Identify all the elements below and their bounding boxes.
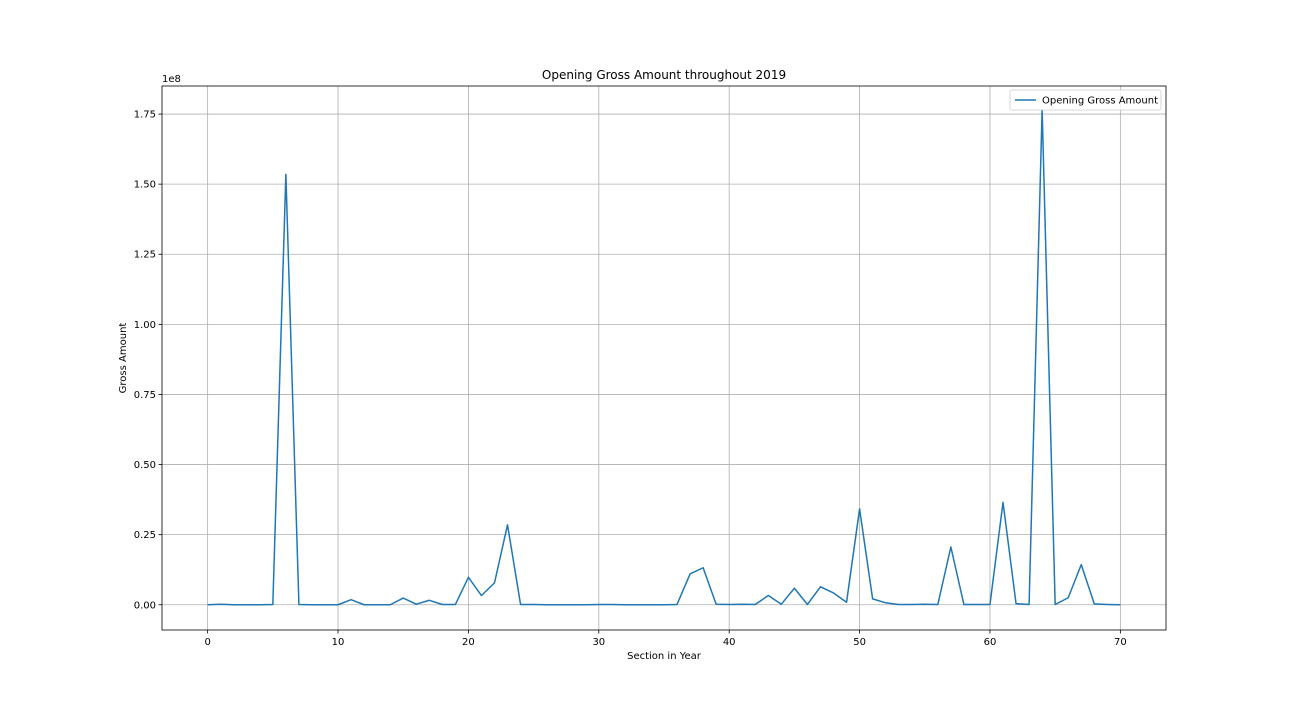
x-tick-label: 40	[723, 637, 736, 648]
y-tick-label: 0.50	[134, 460, 156, 471]
x-tick-label: 50	[853, 637, 866, 648]
plot-frame	[161, 85, 1167, 631]
x-tick-label: 0	[204, 637, 210, 648]
y-axis: 0.00 0.25 0.50 0.75 1.00 1.25 1.50 1.75	[134, 110, 162, 611]
legend-box	[1009, 89, 1162, 111]
x-tick-label: 60	[984, 637, 997, 648]
legend-label: Opening Gross Amount	[1042, 96, 1158, 107]
legend: Opening Gross Amount	[1009, 89, 1162, 111]
y-tick-label: 1.75	[134, 110, 156, 121]
y-tick-label: 1.00	[134, 320, 156, 331]
y-tick-label: 0.75	[134, 390, 156, 401]
x-axis: 0 10 20 30 40 50 60 70	[204, 630, 1127, 648]
y-tick-label: 1.50	[134, 180, 156, 191]
grid-layer	[162, 86, 1166, 630]
x-tick-label: 30	[592, 637, 605, 648]
x-tick-label: 70	[1114, 637, 1127, 648]
x-tick-label: 20	[462, 637, 475, 648]
x-tick-label: 10	[332, 637, 345, 648]
series-layer	[207, 109, 1121, 606]
chart-title: Opening Gross Amount throughout 2019	[542, 68, 786, 82]
y-axis-label: Gross Amount	[118, 323, 129, 394]
y-tick-label: 0.25	[134, 530, 156, 541]
y-offset-label: 1e8	[162, 74, 181, 85]
y-tick-label: 0.00	[134, 600, 156, 611]
x-axis-label: Section in Year	[627, 651, 702, 662]
y-tick-label: 1.25	[134, 250, 156, 261]
series-line	[207, 109, 1121, 606]
